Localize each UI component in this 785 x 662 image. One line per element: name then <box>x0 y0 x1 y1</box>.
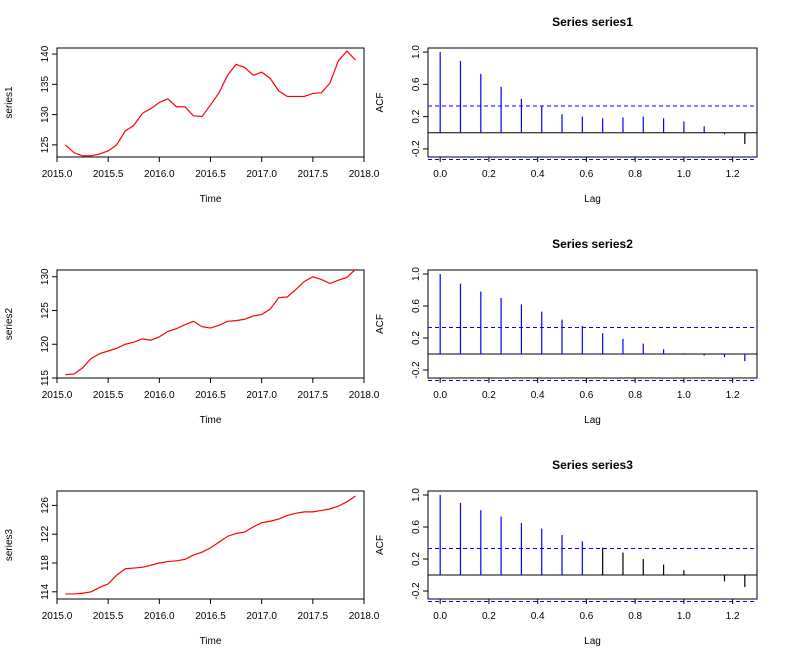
x-tick-label: 1.0 <box>677 611 691 622</box>
y-tick-label: 122 <box>40 525 51 542</box>
x-tick-label: 2016.0 <box>144 390 175 401</box>
panel-series2-time-series: 2015.0 2015.5 2016.0 2016.5 2017.0 2017.5 2018… <box>4 268 380 426</box>
x-tick-label: 2018.0 <box>349 611 380 622</box>
x-axis-title: Lag <box>584 194 601 205</box>
x-tick-label: 2015.0 <box>42 611 73 622</box>
y-tick-label: 1.0 <box>411 488 422 502</box>
x-tick-label: 0.8 <box>628 169 642 180</box>
x-tick-label: 0.0 <box>433 169 447 180</box>
x-tick-label: 2017.0 <box>246 169 277 180</box>
x-axis-title: Time <box>200 194 222 205</box>
y-tick-label: 0.2 <box>411 552 422 566</box>
x-axis-title: Lag <box>584 636 601 647</box>
panel-series2-acf: 0.0 0.2 0.4 0.6 0.8 1.0 1.2 -0.2 0.2 0.6 1.0 Lag ACF… <box>375 237 758 426</box>
x-tick-label: 0.2 <box>482 611 496 622</box>
panel-series3-time-series: 2015.0 2015.5 2016.0 2016.5 2017.0 2017.5 2018… <box>4 490 380 647</box>
x-tick-label: 2016.5 <box>195 390 226 401</box>
series-line <box>65 495 356 595</box>
x-tick-label: 2015.5 <box>93 390 124 401</box>
x-tick-label: 2016.5 <box>195 611 226 622</box>
series-line <box>65 268 356 376</box>
series-line <box>65 50 356 157</box>
plot-frame <box>56 269 365 379</box>
x-tick-label: 2017.0 <box>246 390 277 401</box>
acf-title: Series series3 <box>552 458 633 472</box>
x-tick-label: 0.8 <box>628 390 642 401</box>
y-tick-label: 120 <box>40 335 51 352</box>
x-tick-label: 1.0 <box>677 169 691 180</box>
y-tick-label: 130 <box>40 106 51 123</box>
y-axis-title: ACF <box>375 314 386 334</box>
x-tick-label: 2016.0 <box>144 169 175 180</box>
y-tick-label: -0.2 <box>411 582 422 600</box>
x-axis-title: Time <box>200 636 222 647</box>
x-tick-label: 2016.5 <box>195 169 226 180</box>
plot-frame <box>56 47 365 158</box>
x-tick-label: 0.8 <box>628 611 642 622</box>
x-tick-label: 2015.5 <box>93 169 124 180</box>
y-tick-label: 140 <box>40 45 51 62</box>
x-tick-label: 2017.5 <box>298 390 329 401</box>
plot-frame <box>427 47 758 158</box>
plot-frame <box>427 490 758 600</box>
y-axis-title: ACF <box>375 535 386 555</box>
y-tick-label: 0.6 <box>411 77 422 91</box>
y-axis-title: ACF <box>375 93 386 113</box>
y-tick-label: 115 <box>40 370 51 386</box>
y-tick-label: 0.6 <box>411 520 422 534</box>
y-tick-label: 126 <box>40 497 51 514</box>
x-axis-title: Time <box>200 415 222 426</box>
x-tick-label: 0.6 <box>579 390 593 401</box>
y-tick-label: 135 <box>40 76 51 93</box>
x-tick-label: 2015.5 <box>93 611 124 622</box>
x-tick-label: 0.2 <box>482 390 496 401</box>
x-tick-label: 2015.0 <box>42 390 73 401</box>
x-axis-title: Lag <box>584 415 601 426</box>
x-tick-label: 0.2 <box>482 169 496 180</box>
y-tick-label: 0.6 <box>411 299 422 313</box>
y-tick-label: -0.2 <box>411 361 422 379</box>
x-tick-label: 2017.5 <box>298 169 329 180</box>
y-tick-label: 125 <box>40 302 51 319</box>
panel-series1-time-series: 2015.0 2015.5 2016.0 2016.5 2017.0 2017.5 2018… <box>4 45 380 205</box>
panel-series3-acf: 0.0 0.2 0.4 0.6 0.8 1.0 1.2 -0.2 0.2 0.6 1.0 Lag ACF… <box>375 458 758 647</box>
acf-title: Series series1 <box>552 15 633 29</box>
y-tick-label: 1.0 <box>411 45 422 59</box>
y-axis-title: series3 <box>4 528 15 561</box>
x-tick-label: 2015.0 <box>42 169 73 180</box>
panel-series1-acf: 0.0 0.2 0.4 0.6 0.8 1.0 1.2 -0.2 0.2 0.6 1.0 Lag ACF… <box>375 15 758 205</box>
x-tick-label: 0.4 <box>531 611 545 622</box>
y-tick-label: 125 <box>40 136 51 153</box>
x-tick-label: 0.4 <box>531 169 545 180</box>
y-tick-label: 114 <box>40 583 51 599</box>
x-tick-label: 1.2 <box>726 169 740 180</box>
x-tick-label: 1.2 <box>726 390 740 401</box>
x-tick-label: 2017.5 <box>298 611 329 622</box>
plot-frame <box>427 269 758 379</box>
y-axis-title: series2 <box>4 307 15 340</box>
x-tick-label: 0.6 <box>579 169 593 180</box>
y-tick-label: -0.2 <box>411 140 422 158</box>
x-tick-label: 0.0 <box>433 390 447 401</box>
y-tick-label: 118 <box>40 555 51 571</box>
x-tick-label: 1.0 <box>677 390 691 401</box>
y-tick-label: 1.0 <box>411 267 422 281</box>
y-tick-label: 0.2 <box>411 331 422 345</box>
acf-title: Series series2 <box>552 237 633 251</box>
x-tick-label: 0.4 <box>531 390 545 401</box>
y-tick-label: 0.2 <box>411 109 422 123</box>
y-axis-title: series1 <box>4 86 15 119</box>
plot-frame <box>56 490 365 600</box>
x-tick-label: 2018.0 <box>349 390 380 401</box>
x-tick-label: 2018.0 <box>349 169 380 180</box>
x-tick-label: 0.6 <box>579 611 593 622</box>
y-tick-label: 130 <box>40 268 51 285</box>
x-tick-label: 0.0 <box>433 611 447 622</box>
x-tick-label: 1.2 <box>726 611 740 622</box>
x-tick-label: 2017.0 <box>246 611 277 622</box>
x-tick-label: 2016.0 <box>144 611 175 622</box>
